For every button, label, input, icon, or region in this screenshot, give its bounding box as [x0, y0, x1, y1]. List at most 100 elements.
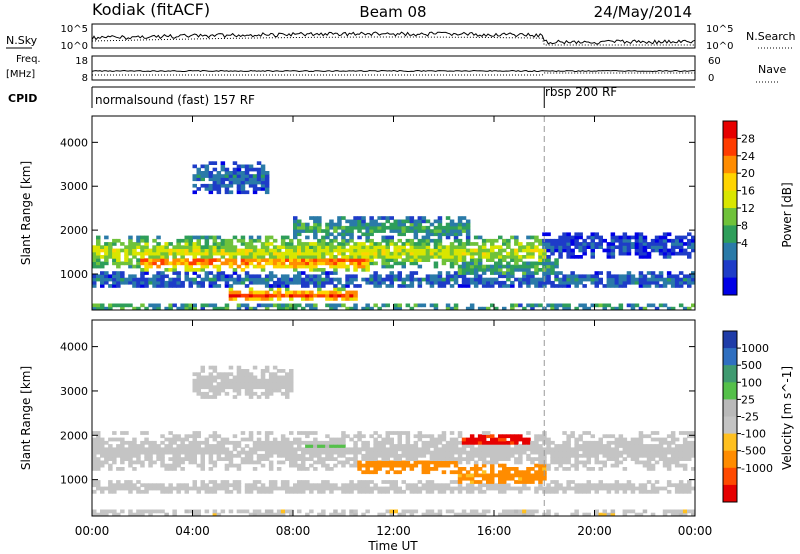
heatmap-cell: [268, 271, 274, 275]
heatmap-cell: [301, 258, 306, 262]
heatmap-cell: [180, 255, 185, 259]
heatmap-cell: [353, 255, 358, 259]
heatmap-cell: [562, 274, 567, 279]
heatmap-cell: [317, 258, 322, 262]
heatmap-cell: [301, 277, 306, 282]
heatmap-cell: [385, 440, 390, 445]
heatmap-cell: [321, 261, 326, 266]
heatmap-cell: [433, 232, 439, 237]
heatmap-cell: [646, 467, 652, 471]
heatmap-cell: [453, 512, 459, 517]
heatmap-cell: [678, 303, 684, 308]
heatmap-cell: [413, 483, 419, 488]
heatmap-cell: [128, 447, 133, 452]
heatmap-cell: [566, 280, 571, 285]
heatmap-cell: [200, 245, 205, 249]
heatmap-cell: [92, 483, 97, 488]
heatmap-cell: [602, 486, 607, 491]
heatmap-cell: [574, 512, 579, 517]
heatmap-cell: [526, 453, 531, 458]
heatmap-cell: [574, 245, 579, 249]
heatmap-cell: [325, 222, 330, 227]
heatmap-cell: [96, 431, 101, 435]
heatmap-cell: [506, 274, 511, 279]
heatmap-cell: [433, 444, 439, 448]
heatmap-cell: [666, 232, 672, 237]
heatmap-cell: [469, 251, 475, 256]
heatmap-cell: [361, 486, 366, 491]
heatmap-cell: [538, 238, 543, 243]
heatmap-cell: [100, 261, 105, 266]
heatmap-cell: [220, 255, 226, 259]
heatmap-cell: [634, 453, 640, 458]
heatmap-cell: [361, 463, 366, 468]
heatmap-cell: [530, 277, 535, 282]
heatmap-cell: [108, 242, 113, 246]
heatmap-cell: [184, 303, 189, 308]
heatmap-cell: [409, 509, 415, 514]
heatmap-cell: [554, 261, 559, 266]
heatmap-cell: [453, 248, 459, 253]
heatmap-cell: [116, 284, 121, 288]
heatmap-cell: [369, 261, 374, 266]
heatmap-cell: [172, 258, 177, 262]
heatmap-cell: [654, 437, 660, 442]
heatmap-cell: [212, 463, 218, 468]
heatmap-cell: [622, 437, 628, 442]
heatmap-cell: [654, 453, 660, 458]
x-tick-label: 12:00: [376, 524, 411, 538]
heatmap-cell: [429, 444, 435, 448]
heatmap-cell: [160, 248, 165, 253]
heatmap-cell: [618, 453, 624, 458]
heatmap-cell: [212, 174, 218, 178]
heatmap-cell: [538, 437, 543, 442]
heatmap-cell: [514, 261, 519, 266]
heatmap-cell: [409, 238, 415, 243]
heatmap-cell: [264, 274, 270, 279]
heatmap-cell: [272, 450, 278, 455]
heatmap-cell: [264, 242, 270, 246]
heatmap-cell: [397, 444, 402, 448]
heatmap-cell: [160, 251, 165, 256]
heatmap-cell: [144, 258, 149, 262]
heatmap-cell: [188, 277, 193, 282]
heatmap-cell: [156, 306, 161, 311]
heatmap-cell: [337, 245, 342, 249]
heatmap-cell: [498, 457, 503, 461]
heatmap-cell: [610, 434, 616, 439]
heatmap-cell: [240, 248, 246, 253]
heatmap-cell: [437, 457, 443, 461]
heatmap-cell: [120, 280, 125, 285]
heatmap-cell: [469, 434, 475, 439]
heatmap-cell: [437, 509, 443, 514]
heatmap-cell: [602, 248, 607, 253]
heatmap-cell: [152, 255, 157, 259]
heatmap-cell: [248, 388, 254, 393]
heatmap-cell: [280, 280, 286, 285]
heatmap-cell: [445, 483, 451, 488]
heatmap-cell: [317, 486, 322, 491]
heatmap-cell: [353, 303, 358, 308]
heatmap-cell: [630, 440, 636, 445]
heatmap-cell: [546, 271, 551, 275]
heatmap-cell: [132, 512, 137, 517]
heatmap-cell: [687, 306, 692, 311]
heatmap-cell: [461, 467, 467, 471]
heatmap-cell: [297, 225, 302, 230]
heatmap-cell: [558, 277, 563, 282]
heatmap-cell: [634, 512, 640, 517]
heatmap-cell: [687, 480, 692, 484]
heatmap-cell: [630, 486, 636, 491]
heatmap-cell: [453, 457, 459, 461]
heatmap-cell: [638, 440, 644, 445]
heatmap-cell: [216, 372, 222, 377]
heatmap-cell: [642, 434, 648, 439]
heatmap-cell: [321, 457, 326, 461]
heatmap-cell: [200, 268, 205, 272]
heatmap-cell: [638, 460, 644, 465]
heatmap-cell: [502, 258, 507, 262]
heatmap-cell: [498, 235, 503, 240]
heatmap-cell: [550, 306, 555, 311]
heatmap-cell: [148, 509, 153, 514]
heatmap-cell: [691, 447, 696, 452]
